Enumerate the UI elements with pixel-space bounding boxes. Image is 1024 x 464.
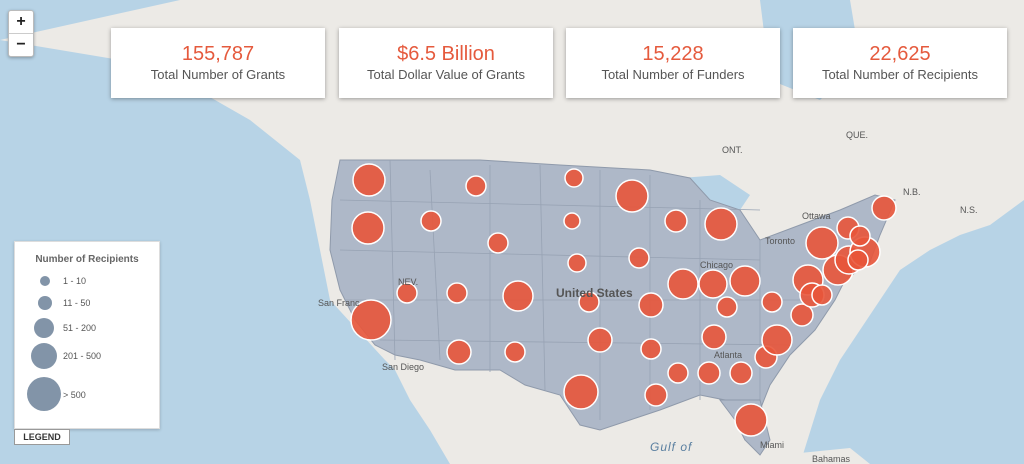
label-gulf: Gulf of bbox=[650, 440, 693, 454]
bubble-mi bbox=[704, 207, 738, 241]
bubble-id bbox=[420, 210, 442, 232]
bubble-ia bbox=[628, 247, 650, 269]
bubble-ks bbox=[578, 291, 600, 313]
bubble-mt bbox=[465, 175, 487, 197]
legend-label-1: 1 - 10 bbox=[63, 276, 87, 286]
bubble-nd bbox=[564, 168, 584, 188]
bubble-tx bbox=[563, 374, 599, 410]
bubble-nc bbox=[761, 324, 793, 356]
label-miami: Miami bbox=[760, 440, 784, 450]
label-ottawa: Ottawa bbox=[802, 211, 831, 221]
label-nb: N.B. bbox=[903, 187, 921, 197]
bubble-ut bbox=[446, 282, 468, 304]
bubble-al bbox=[697, 361, 721, 385]
bubble-wv bbox=[761, 291, 783, 313]
bubble-tn bbox=[701, 324, 727, 350]
bubble-az bbox=[446, 339, 472, 365]
bubble-wy bbox=[487, 232, 509, 254]
stat-card-recipients: 22,625 Total Number of Recipients bbox=[793, 28, 1007, 98]
label-nev: NEV. bbox=[398, 277, 419, 287]
zoom-in-button[interactable]: + bbox=[16, 13, 26, 30]
recipient-bubbles bbox=[350, 163, 897, 437]
stat-value: 15,228 bbox=[642, 43, 704, 65]
legend-label-5: > 500 bbox=[63, 390, 86, 400]
label-sandiego: San Diego bbox=[382, 362, 425, 372]
bubble-ar bbox=[640, 338, 662, 360]
legend-toggle-button[interactable]: LEGEND bbox=[14, 429, 70, 445]
bubble-ok bbox=[587, 327, 613, 353]
bubble-fl bbox=[734, 403, 768, 437]
zoom-out-button[interactable]: − bbox=[9, 33, 33, 56]
label-toronto: Toronto bbox=[765, 236, 796, 246]
legend-panel: Number of Recipients 1 - 10 11 - 50 51 -… bbox=[14, 241, 160, 429]
bubble-or bbox=[351, 211, 385, 245]
bubble-wa bbox=[352, 163, 386, 197]
legend-label-2: 11 - 50 bbox=[63, 298, 91, 308]
bubble-ms bbox=[667, 362, 689, 384]
bubble-mn bbox=[615, 179, 649, 213]
bubble-va bbox=[790, 303, 814, 327]
legend-dot-1 bbox=[40, 276, 50, 286]
legend-label-4: 201 - 500 bbox=[63, 351, 102, 361]
bubble-nh bbox=[849, 225, 871, 247]
label-country: United States bbox=[556, 286, 633, 300]
legend-title: Number of Recipients bbox=[35, 254, 139, 265]
label-que: QUE. bbox=[846, 130, 869, 140]
bubble-ri bbox=[847, 249, 869, 271]
legend-dot-4 bbox=[31, 343, 57, 369]
bubble-nv bbox=[396, 282, 418, 304]
stat-label: Total Number of Grants bbox=[150, 67, 286, 82]
zoom-control: + − bbox=[8, 10, 34, 57]
legend-dot-5 bbox=[27, 377, 61, 411]
legend-dot-2 bbox=[38, 296, 52, 310]
bubble-wi bbox=[664, 209, 688, 233]
legend-dot-3 bbox=[34, 318, 54, 338]
bubble-co bbox=[502, 280, 534, 312]
stat-label: Total Number of Funders bbox=[601, 67, 745, 82]
bubble-oh bbox=[729, 265, 761, 297]
bubble-sd bbox=[563, 212, 581, 230]
bubble-la bbox=[644, 383, 668, 407]
legend-label-3: 51 - 200 bbox=[63, 323, 97, 333]
stat-value: 22,625 bbox=[869, 43, 931, 65]
stat-card-dollar-value: $6.5 Billion Total Dollar Value of Grant… bbox=[339, 28, 553, 98]
bubble-ca bbox=[350, 299, 392, 341]
bubble-ne bbox=[567, 253, 587, 273]
bubble-in bbox=[698, 269, 728, 299]
label-sanfran: San Franc bbox=[318, 298, 360, 308]
bubble-de bbox=[811, 284, 833, 306]
bubble-me bbox=[871, 195, 897, 221]
bubble-nm bbox=[504, 341, 526, 363]
label-ont: ONT. bbox=[722, 145, 743, 155]
bubble-ny bbox=[805, 226, 839, 260]
stat-label: Total Number of Recipients bbox=[821, 67, 979, 82]
stat-value: 155,787 bbox=[181, 43, 255, 65]
stat-card-funders: 15,228 Total Number of Funders bbox=[566, 28, 780, 98]
bubble-ky bbox=[716, 296, 738, 318]
label-chicago: Chicago bbox=[700, 260, 734, 270]
bubble-il bbox=[667, 268, 699, 300]
bubble-ga bbox=[729, 361, 753, 385]
label-ns: N.S. bbox=[960, 205, 978, 215]
stat-card-grants: 155,787 Total Number of Grants bbox=[111, 28, 325, 98]
label-atlanta: Atlanta bbox=[714, 350, 743, 360]
label-bahamas: Bahamas bbox=[812, 454, 851, 464]
bubble-mo bbox=[638, 292, 664, 318]
stat-label: Total Dollar Value of Grants bbox=[367, 67, 525, 82]
stat-value: $6.5 Billion bbox=[397, 43, 495, 65]
